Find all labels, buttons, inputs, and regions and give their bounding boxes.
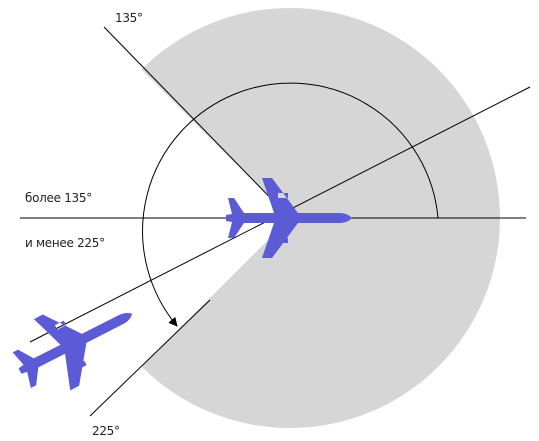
turn-arc <box>142 82 439 327</box>
label-135: 135° <box>115 11 143 25</box>
line-135 <box>103 26 291 219</box>
label-less: и менее 225° <box>25 236 105 250</box>
line-225 <box>89 299 211 417</box>
label-225: 225° <box>92 424 120 438</box>
plane-departing <box>1 278 151 407</box>
label-more: более 135° <box>25 191 92 205</box>
